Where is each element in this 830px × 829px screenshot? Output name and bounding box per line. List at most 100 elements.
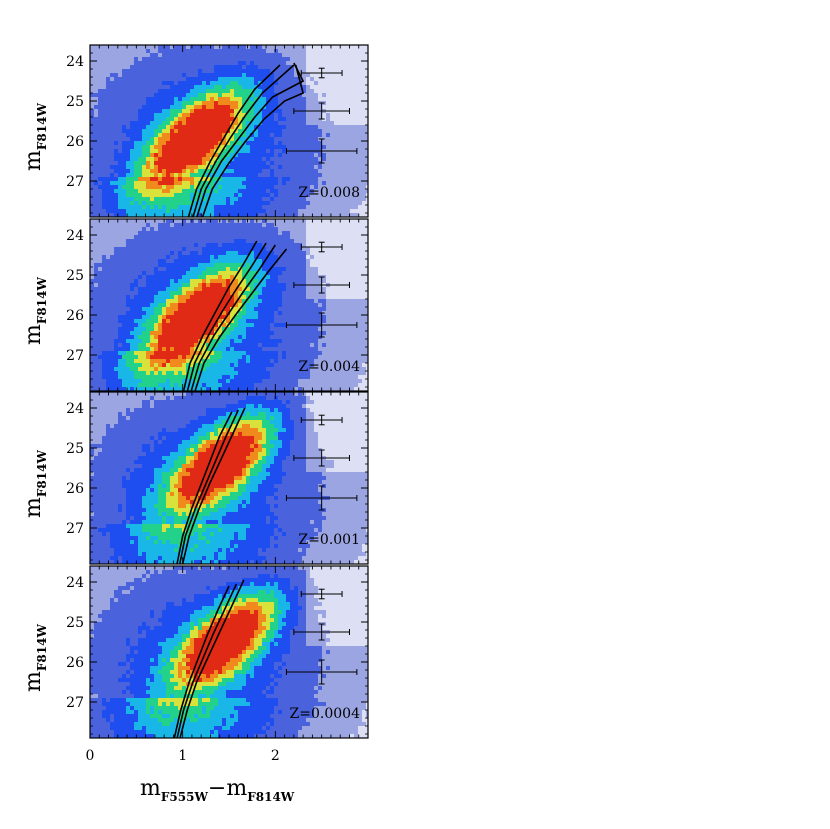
density-cell: [198, 303, 202, 307]
density-cell: [274, 231, 278, 235]
density-cell: [318, 295, 322, 299]
density-cell: [118, 219, 122, 223]
density-cell: [338, 251, 342, 255]
density-cell: [126, 255, 130, 259]
density-cell: [350, 319, 354, 323]
density-cell: [182, 157, 186, 161]
density-cell: [102, 283, 106, 287]
density-cell: [330, 133, 334, 137]
density-cell: [278, 121, 282, 125]
density-cell: [314, 65, 318, 69]
density-cell: [158, 263, 162, 267]
density-cell: [218, 259, 222, 263]
density-map: [90, 45, 368, 217]
density-cell: [302, 177, 306, 181]
density-cell: [130, 255, 134, 259]
density-cell: [94, 49, 98, 53]
density-cell: [98, 315, 102, 319]
density-cell: [118, 81, 122, 85]
density-cell: [118, 181, 122, 185]
density-cell: [118, 213, 122, 217]
density-cell: [226, 73, 230, 77]
density-cell: [322, 105, 326, 109]
density-cell: [210, 235, 214, 239]
density-cell: [210, 205, 214, 209]
density-cell: [354, 201, 358, 205]
density-cell: [94, 263, 98, 267]
density-cell: [250, 219, 254, 223]
density-cell: [358, 267, 362, 271]
density-cell: [150, 299, 154, 303]
density-cell: [266, 295, 270, 299]
density-cell: [230, 275, 234, 279]
density-cell: [190, 105, 194, 109]
density-cell: [222, 153, 226, 157]
density-cell: [186, 89, 190, 93]
density-cell: [194, 169, 198, 173]
density-cell: [254, 137, 258, 141]
density-cell: [94, 291, 98, 295]
density-cell: [162, 279, 166, 283]
density-cell: [90, 161, 94, 165]
density-cell: [302, 239, 306, 243]
density-cell: [350, 259, 354, 263]
density-cell: [362, 267, 366, 271]
density-cell: [322, 271, 326, 275]
density-cell: [346, 263, 350, 267]
density-cell: [206, 129, 210, 133]
density-cell: [90, 303, 94, 307]
density-cell: [358, 295, 362, 299]
density-cell: [194, 49, 198, 53]
density-cell: [158, 125, 162, 129]
density-cell: [178, 141, 182, 145]
density-cell: [254, 101, 258, 105]
density-cell: [282, 275, 286, 279]
density-cell: [298, 173, 302, 177]
density-cell: [270, 205, 274, 209]
density-cell: [210, 185, 214, 189]
density-cell: [242, 231, 246, 235]
density-cell: [326, 129, 330, 133]
density-cell: [218, 291, 222, 295]
density-cell: [358, 133, 362, 137]
density-cell: [142, 311, 146, 315]
density-cell: [174, 315, 178, 319]
density-cell: [254, 185, 258, 189]
density-cell: [270, 307, 274, 311]
density-cell: [98, 133, 102, 137]
density-cell: [190, 161, 194, 165]
density-cell: [146, 133, 150, 137]
density-cell: [274, 201, 278, 205]
density-cell: [342, 271, 346, 275]
density-cell: [202, 287, 206, 291]
density-cell: [134, 177, 138, 181]
density-cell: [314, 133, 318, 137]
density-cell: [294, 315, 298, 319]
density-cell: [342, 219, 346, 223]
density-cell: [214, 275, 218, 279]
density-cell: [126, 197, 130, 201]
density-cell: [90, 69, 94, 73]
density-cell: [358, 89, 362, 93]
density-cell: [294, 105, 298, 109]
density-cell: [274, 161, 278, 165]
density-cell: [138, 299, 142, 303]
density-cell: [330, 93, 334, 97]
density-cell: [322, 197, 326, 201]
density-cell: [326, 157, 330, 161]
density-cell: [242, 109, 246, 113]
density-cell: [138, 145, 142, 149]
density-cell: [314, 275, 318, 279]
density-cell: [138, 81, 142, 85]
density-cell: [306, 145, 310, 149]
density-cell: [278, 45, 282, 49]
density-cell: [358, 53, 362, 57]
density-cell: [326, 61, 330, 65]
density-cell: [178, 45, 182, 49]
density-cell: [294, 49, 298, 53]
density-cell: [222, 227, 226, 231]
density-cell: [322, 319, 326, 323]
density-cell: [230, 109, 234, 113]
density-cell: [182, 73, 186, 77]
density-cell: [278, 205, 282, 209]
